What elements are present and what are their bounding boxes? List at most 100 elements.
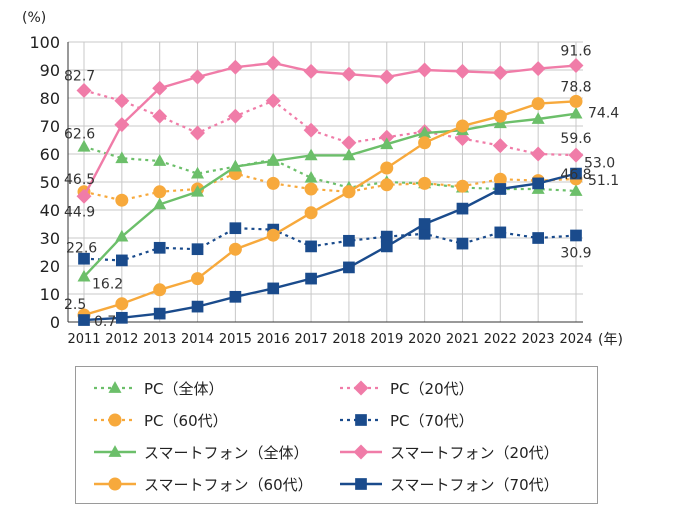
data-point <box>115 297 129 311</box>
legend-label: PC（全体） <box>144 379 224 398</box>
data-point <box>304 182 318 196</box>
y-tick-label: 30 <box>40 229 60 248</box>
data-point <box>227 108 243 124</box>
data-point <box>494 183 507 195</box>
y-tick-label: 60 <box>40 145 60 164</box>
data-label: 78.8 <box>560 79 591 95</box>
data-point <box>76 188 92 204</box>
data-point <box>191 272 205 286</box>
data-point <box>568 58 584 73</box>
series-4 <box>77 106 583 282</box>
data-label: 44.9 <box>64 204 95 220</box>
y-tick-label: 10 <box>40 285 60 304</box>
data-point <box>191 300 204 313</box>
data-point <box>228 159 242 172</box>
data-point <box>265 55 281 71</box>
legend-marker <box>353 380 369 396</box>
series-line <box>83 145 577 193</box>
data-point <box>456 237 469 250</box>
series-6 <box>77 94 583 322</box>
data-point <box>417 62 433 78</box>
x-tick-label: 2013 <box>143 332 176 347</box>
x-tick-label: 2014 <box>181 332 214 347</box>
data-point <box>530 61 546 77</box>
data-point <box>153 307 166 320</box>
series-group <box>76 55 584 326</box>
data-point <box>153 241 166 254</box>
data-point <box>153 185 167 199</box>
legend-label: PC（20代） <box>390 379 474 398</box>
legend-swatch <box>94 445 136 457</box>
data-point <box>152 108 168 124</box>
data-point <box>342 185 356 199</box>
legend-marker <box>108 477 122 491</box>
data-point <box>305 272 317 285</box>
data-point <box>380 161 394 175</box>
data-label: 91.6 <box>560 44 591 60</box>
legend-marker <box>353 444 369 460</box>
series-7 <box>78 167 582 326</box>
y-tick-label: 70 <box>40 117 60 136</box>
series-line <box>83 172 577 322</box>
legend-swatch <box>340 380 382 396</box>
data-point <box>418 176 432 190</box>
tick-labels: 0 10 20 30 40 50 60 70 80 90 100 2011 2012 2013 2014 20… <box>29 33 592 347</box>
x-tick-label: 2017 <box>295 332 328 347</box>
data-label: 53.0 <box>584 156 615 172</box>
legend-label: スマートフォン（60代） <box>144 475 313 494</box>
data-point <box>341 66 357 82</box>
legend-item: PC（全体） <box>92 376 224 400</box>
data-label: 51.1 <box>588 173 619 189</box>
data-point <box>76 82 92 98</box>
legend-marker <box>108 445 122 457</box>
data-point <box>380 137 394 150</box>
series-line <box>83 89 577 157</box>
data-point <box>380 240 393 253</box>
x-tick-label: 2024 <box>559 332 592 347</box>
x-tick-label: 2022 <box>484 332 517 347</box>
data-label: 22.6 <box>66 241 97 257</box>
data-point <box>78 252 90 265</box>
data-point <box>418 227 431 240</box>
x-tick-label: 2011 <box>67 332 100 347</box>
data-point <box>229 222 242 235</box>
data-point <box>532 177 545 190</box>
data-point <box>380 230 393 243</box>
data-point <box>191 184 205 197</box>
data-point <box>115 254 128 267</box>
legend-swatch <box>340 478 382 490</box>
y-tick-label: 100 <box>29 33 60 52</box>
data-point <box>343 234 355 247</box>
legend-swatch <box>340 444 382 460</box>
data-point <box>227 59 243 75</box>
legend-swatch <box>94 381 136 393</box>
y-tick-label: 50 <box>40 173 60 192</box>
legend-label: スマートフォン（70代） <box>390 475 559 494</box>
data-labels-group: 82.7 62.6 46.5 44.9 22.6 16.2 2.5 0.7 91.6 78.8 74… <box>64 44 619 331</box>
series-5 <box>76 55 584 204</box>
x-tick-label: 2021 <box>446 332 479 347</box>
series-1 <box>76 82 584 163</box>
legend-marker <box>355 478 367 490</box>
data-point <box>153 197 167 210</box>
data-point <box>265 93 281 109</box>
data-point <box>304 170 318 183</box>
data-point <box>568 147 584 163</box>
y-tick-label: 80 <box>40 89 60 108</box>
legend-item: スマートフォン（70代） <box>338 472 559 496</box>
data-point <box>266 176 280 190</box>
data-point <box>569 184 583 196</box>
legend-marker <box>108 381 122 393</box>
data-point <box>531 112 545 124</box>
data-point <box>228 242 242 256</box>
x-tick-label: 2012 <box>105 332 138 347</box>
data-point <box>77 139 91 152</box>
legend-item: スマートフォン（60代） <box>92 472 313 496</box>
data-point <box>493 109 507 123</box>
y-tick-label: 90 <box>40 61 60 80</box>
data-point <box>114 93 130 109</box>
data-point <box>569 106 583 119</box>
data-point <box>455 179 469 193</box>
data-point <box>531 97 545 111</box>
data-point <box>493 172 507 186</box>
